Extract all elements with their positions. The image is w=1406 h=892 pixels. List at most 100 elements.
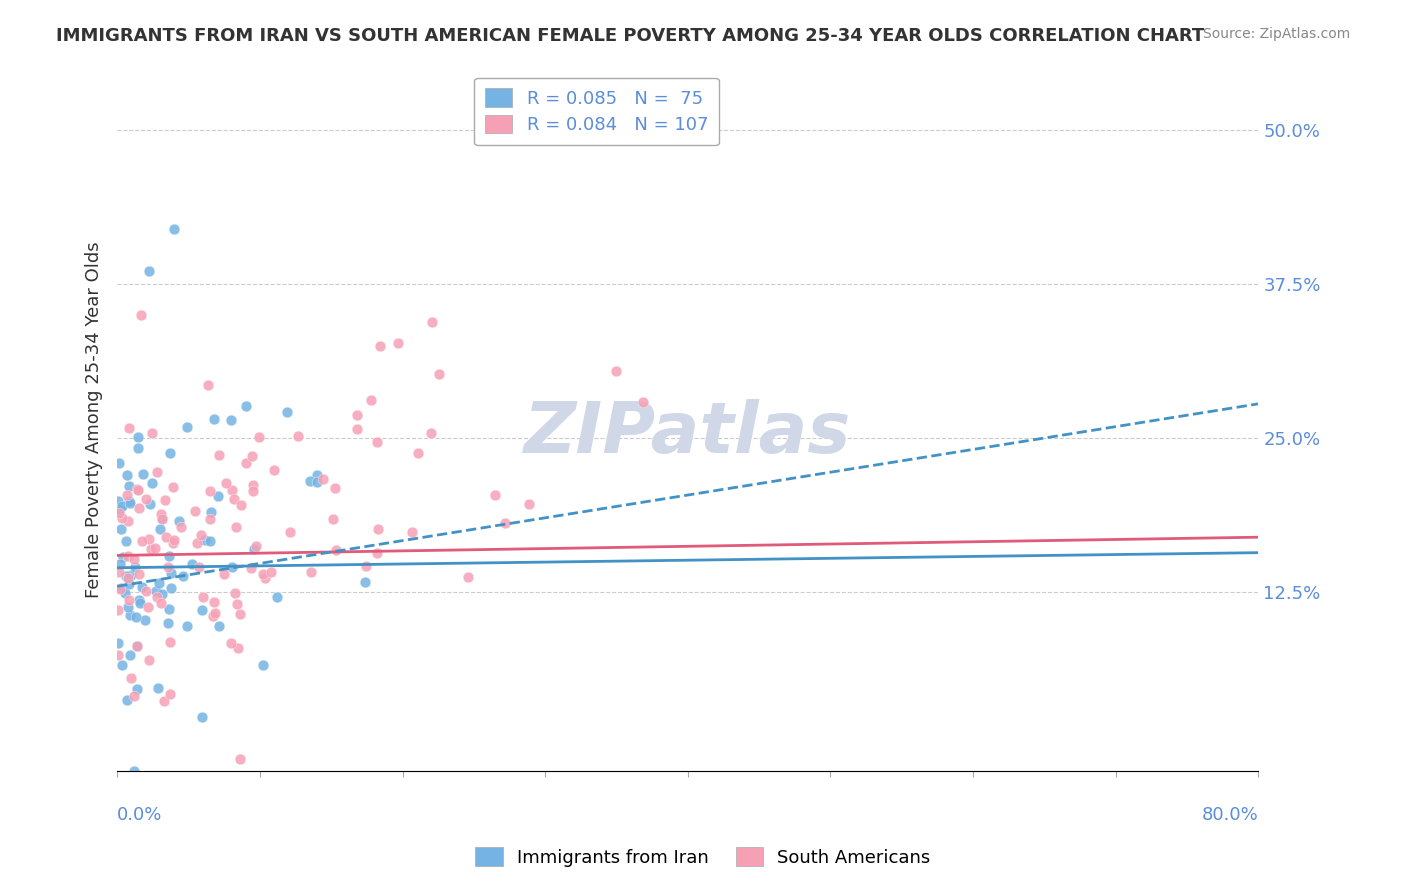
Point [110, 522, 132, 536]
Point [128, 500, 150, 515]
Point [150, 511, 173, 525]
Point [353, 575, 375, 590]
Point [115, 488, 138, 502]
Point [229, 607, 252, 622]
Point [146, 465, 169, 479]
Point [225, 597, 247, 611]
Point [247, 430, 270, 444]
Point [307, 467, 329, 482]
Point [367, 523, 389, 537]
Point [176, 618, 198, 632]
Point [420, 315, 443, 329]
Point [208, 449, 231, 463]
Point [112, 549, 135, 564]
Point [107, 494, 129, 508]
Point [420, 426, 443, 441]
Point [325, 543, 347, 558]
Point [117, 479, 139, 493]
Point [148, 576, 170, 591]
Point [278, 525, 301, 540]
Point [159, 635, 181, 649]
Point [157, 616, 180, 631]
Point [298, 474, 321, 488]
Point [149, 596, 172, 610]
Point [212, 566, 235, 581]
Point [305, 475, 328, 490]
Legend: Immigrants from Iran, South Americans: Immigrants from Iran, South Americans [468, 840, 938, 874]
Point [354, 559, 377, 574]
Point [128, 567, 150, 582]
Point [128, 596, 150, 610]
Point [160, 582, 183, 596]
Point [457, 569, 479, 583]
Point [145, 584, 167, 599]
Point [117, 549, 139, 563]
Point [190, 603, 212, 617]
Point [146, 590, 169, 604]
Point [110, 581, 132, 595]
Point [198, 484, 221, 499]
Point [235, 456, 257, 470]
Point [252, 657, 274, 672]
Point [188, 560, 211, 574]
Point [124, 764, 146, 779]
Point [253, 571, 276, 585]
Point [287, 429, 309, 443]
Point [111, 657, 134, 672]
Point [131, 534, 153, 549]
Point [299, 566, 322, 580]
Point [170, 520, 193, 534]
Point [115, 468, 138, 483]
Point [226, 640, 249, 655]
Point [128, 593, 150, 607]
Point [110, 499, 132, 513]
Point [153, 694, 176, 708]
Point [118, 495, 141, 509]
Point [322, 512, 344, 526]
Point [132, 467, 155, 482]
Point [202, 609, 225, 624]
Point [118, 577, 141, 591]
Point [148, 681, 170, 695]
Text: Source: ZipAtlas.com: Source: ZipAtlas.com [1202, 27, 1350, 41]
Point [360, 392, 382, 407]
Point [117, 571, 139, 585]
Point [143, 541, 166, 556]
Point [176, 420, 198, 434]
Point [108, 506, 131, 520]
Point [200, 505, 222, 519]
Point [240, 449, 263, 463]
Point [107, 648, 129, 662]
Point [157, 549, 180, 564]
Point [155, 530, 177, 544]
Point [198, 533, 221, 548]
Point [118, 608, 141, 623]
Point [125, 682, 148, 697]
Point [127, 430, 149, 444]
Point [129, 308, 152, 322]
Point [115, 534, 138, 549]
Text: IMMIGRANTS FROM IRAN VS SOUTH AMERICAN FEMALE POVERTY AMONG 25-34 YEAR OLDS CORR: IMMIGRANTS FROM IRAN VS SOUTH AMERICAN F… [56, 27, 1205, 45]
Point [312, 472, 335, 486]
Point [162, 480, 184, 494]
Point [219, 636, 242, 650]
Point [118, 593, 141, 607]
Point [153, 493, 176, 508]
Point [224, 491, 246, 506]
Point [117, 599, 139, 614]
Point [115, 693, 138, 707]
Point [240, 561, 263, 575]
Point [127, 483, 149, 498]
Point [127, 441, 149, 455]
Point [484, 488, 506, 502]
Point [111, 511, 134, 525]
Point [108, 557, 131, 571]
Point [183, 503, 205, 517]
Point [266, 590, 288, 604]
Legend: R = 0.085   N =  75, R = 0.084   N = 107: R = 0.085 N = 75, R = 0.084 N = 107 [474, 78, 718, 145]
Point [208, 619, 231, 633]
Point [138, 264, 160, 278]
Point [633, 395, 655, 409]
Point [157, 559, 180, 574]
Point [276, 405, 298, 419]
